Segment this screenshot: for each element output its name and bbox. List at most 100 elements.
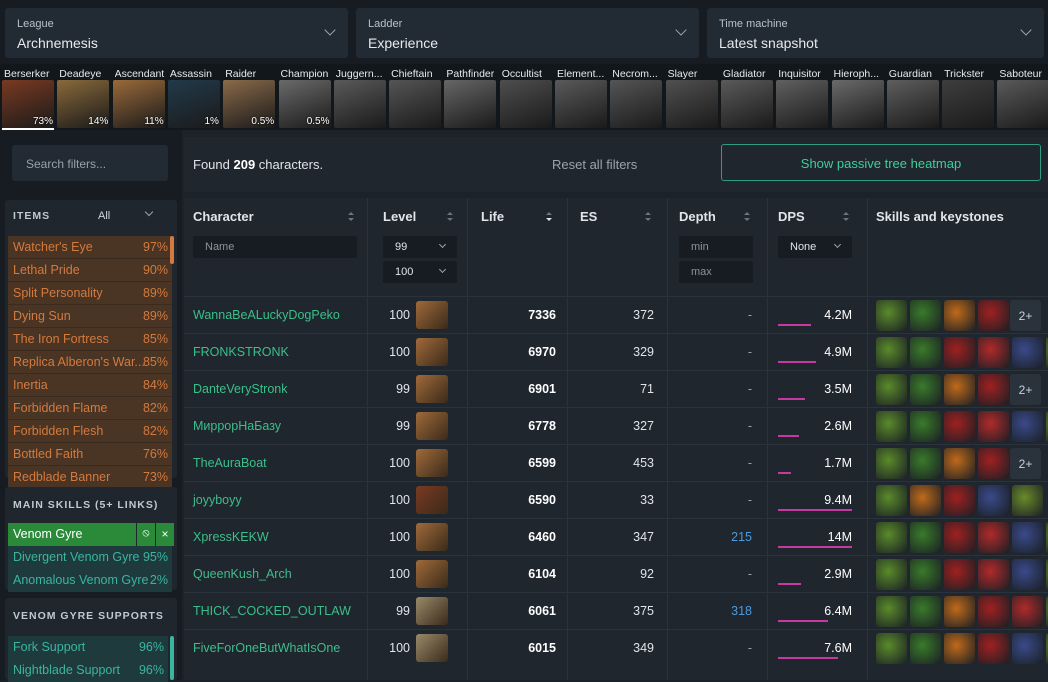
- more-skills-button[interactable]: 2+: [1010, 374, 1041, 405]
- depth-max-input[interactable]: max: [679, 261, 753, 283]
- skill-icon[interactable]: [978, 448, 1009, 479]
- time-machine-dropdown[interactable]: Time machine Latest snapshot: [707, 8, 1044, 58]
- ascendancy-14[interactable]: Inquisitor: [774, 64, 829, 130]
- character-name-link[interactable]: QueenKush_Arch: [193, 567, 292, 581]
- header-level[interactable]: Level: [383, 209, 417, 224]
- item-filter-row[interactable]: Watcher's Eye 97%: [8, 236, 172, 259]
- skill-icon[interactable]: [876, 411, 907, 442]
- table-row[interactable]: THICK_COCKED_OUTLAW 99 6061 375 318 6.4M: [184, 592, 1048, 629]
- character-name-link[interactable]: WannaBeALuckyDogPeko: [193, 308, 340, 322]
- skill-icon[interactable]: [910, 300, 941, 331]
- header-dps[interactable]: DPS: [778, 209, 805, 224]
- character-name-link[interactable]: FRONKSTRONK: [193, 345, 289, 359]
- ascendancy-6[interactable]: Juggern...: [332, 64, 387, 130]
- support-filter-row[interactable]: Fork Support 96%: [8, 636, 168, 659]
- remove-icon[interactable]: ×: [156, 523, 174, 546]
- table-row[interactable]: QueenKush_Arch 100 6104 92 - 2.9M: [184, 555, 1048, 592]
- item-filter-row[interactable]: Forbidden Flame 82%: [8, 397, 172, 420]
- table-row[interactable]: МиррорНаБазу 99 6778 327 - 2.6M: [184, 407, 1048, 444]
- ascendancy-13[interactable]: Gladiator: [719, 64, 774, 130]
- league-dropdown[interactable]: League Archnemesis: [5, 8, 348, 58]
- ascendancy-10[interactable]: Element...: [553, 64, 608, 130]
- skill-icon[interactable]: [910, 522, 941, 553]
- item-filter-row[interactable]: Inertia 84%: [8, 374, 172, 397]
- skill-icon[interactable]: [944, 596, 975, 627]
- header-life[interactable]: Life: [481, 209, 505, 224]
- skill-icon[interactable]: [944, 448, 975, 479]
- skill-icon[interactable]: [876, 448, 907, 479]
- sort-icon[interactable]: [348, 212, 354, 221]
- table-row[interactable]: TheAuraBoat 100 6599 453 - 1.7M 2+: [184, 444, 1048, 481]
- item-filter-row[interactable]: Split Personality 89%: [8, 282, 172, 305]
- more-skills-button[interactable]: 2+: [1010, 448, 1041, 479]
- skill-icon[interactable]: [1012, 633, 1043, 664]
- header-character[interactable]: Character: [193, 209, 254, 224]
- passive-tree-heatmap-button[interactable]: Show passive tree heatmap: [721, 144, 1041, 181]
- ascendancy-7[interactable]: Chieftain: [387, 64, 442, 130]
- skill-icon[interactable]: [978, 522, 1009, 553]
- chevron-down-icon[interactable]: [144, 207, 154, 217]
- exclude-icon[interactable]: ⦸: [137, 523, 155, 546]
- sort-icon[interactable]: [744, 212, 750, 221]
- skill-icon[interactable]: [1046, 633, 1048, 664]
- ascendancy-11[interactable]: Necrom...: [608, 64, 663, 130]
- character-name-link[interactable]: DanteVeryStronk: [193, 382, 288, 396]
- skill-icon[interactable]: [910, 448, 941, 479]
- sort-icon[interactable]: [843, 212, 849, 221]
- skill-icon[interactable]: [876, 485, 907, 516]
- skill-icon[interactable]: [1046, 522, 1048, 553]
- table-row[interactable]: FiveForOneButWhatIsOne 100 6015 349 - 7.6M: [184, 629, 1048, 666]
- skill-icon[interactable]: [1012, 485, 1043, 516]
- item-filter-row[interactable]: Dying Sun 89%: [8, 305, 172, 328]
- dps-filter-select[interactable]: None: [778, 236, 852, 258]
- items-filter-value[interactable]: All: [98, 210, 111, 222]
- item-filter-row[interactable]: Redblade Banner 73%: [8, 466, 172, 489]
- skill-icon[interactable]: [910, 633, 941, 664]
- supports-scrollbar[interactable]: [170, 636, 174, 680]
- skill-icon[interactable]: [1012, 559, 1043, 590]
- name-filter-input[interactable]: Name: [193, 236, 357, 258]
- skill-icon[interactable]: [910, 596, 941, 627]
- ascendancy-1[interactable]: Deadeye 14%: [55, 64, 110, 130]
- ascendancy-0[interactable]: Berserker 73%: [0, 64, 55, 130]
- more-skills-button[interactable]: 2+: [1010, 300, 1041, 331]
- skill-icon[interactable]: [1046, 411, 1048, 442]
- skill-icon[interactable]: [944, 374, 975, 405]
- item-filter-row[interactable]: Bottled Faith 76%: [8, 443, 172, 466]
- skill-icon[interactable]: [978, 337, 1009, 368]
- sort-icon[interactable]: [645, 212, 651, 221]
- level-max-select[interactable]: 100: [383, 261, 457, 283]
- ascendancy-9[interactable]: Occultist: [498, 64, 553, 130]
- skill-icon[interactable]: [944, 522, 975, 553]
- header-depth[interactable]: Depth: [679, 209, 716, 224]
- skill-icon[interactable]: [876, 633, 907, 664]
- skill-icon[interactable]: [910, 337, 941, 368]
- skill-icon[interactable]: [910, 559, 941, 590]
- skill-icon[interactable]: [876, 596, 907, 627]
- skill-filter-row[interactable]: Anomalous Venom Gyre 2%: [8, 569, 172, 592]
- table-row[interactable]: XpressKEKW 100 6460 347 215 14M: [184, 518, 1048, 555]
- ascendancy-2[interactable]: Ascendant 11%: [111, 64, 166, 130]
- skill-icon[interactable]: [1012, 337, 1043, 368]
- table-row[interactable]: DanteVeryStronk 99 6901 71 - 3.5M 2+: [184, 370, 1048, 407]
- skill-icon[interactable]: [876, 300, 907, 331]
- skill-icon[interactable]: [1046, 337, 1048, 368]
- skill-icon[interactable]: [978, 374, 1009, 405]
- skill-icon[interactable]: [876, 559, 907, 590]
- skill-icon[interactable]: [944, 337, 975, 368]
- sort-desc-icon[interactable]: [546, 212, 552, 221]
- header-es[interactable]: ES: [580, 209, 598, 224]
- character-name-link[interactable]: THICK_COCKED_OUTLAW: [193, 604, 351, 618]
- skill-icon[interactable]: [944, 633, 975, 664]
- character-name-link[interactable]: МиррорНаБазу: [193, 419, 282, 433]
- ascendancy-12[interactable]: Slayer: [664, 64, 719, 130]
- skill-icon[interactable]: [978, 411, 1009, 442]
- ascendancy-17[interactable]: Trickster: [940, 64, 995, 130]
- ascendancy-16[interactable]: Guardian: [885, 64, 940, 130]
- skill-icon[interactable]: [978, 596, 1009, 627]
- skill-icon[interactable]: [876, 337, 907, 368]
- skill-icon[interactable]: [910, 485, 941, 516]
- skill-icon[interactable]: [1012, 596, 1043, 627]
- skill-icon[interactable]: [944, 485, 975, 516]
- skill-icon[interactable]: [1012, 411, 1043, 442]
